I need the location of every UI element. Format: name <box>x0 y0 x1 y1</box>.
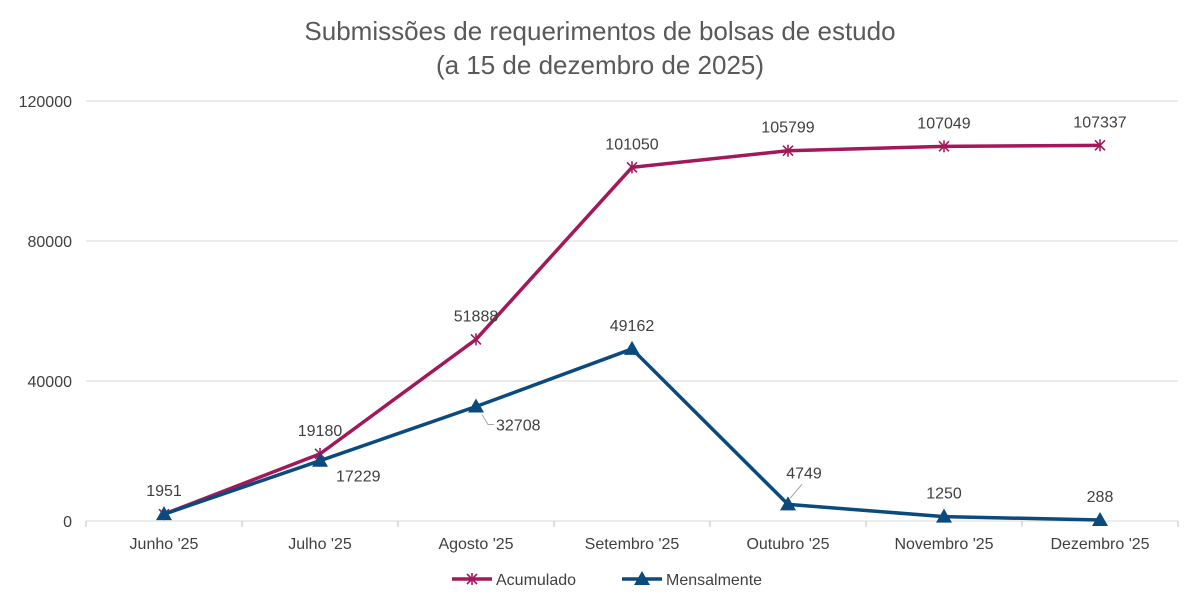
data-point-mensalmente <box>936 508 952 523</box>
data-point-acumulado <box>626 161 638 174</box>
data-label-acumulado: 101050 <box>605 136 658 153</box>
legend-label: Mensalmente <box>666 572 762 589</box>
y-tick-label: 0 <box>63 514 72 531</box>
leader-line <box>481 414 494 426</box>
gridlines <box>86 100 1178 522</box>
x-axis: Junho '25 Julho '25 Agosto '25 Setembro '25… <box>85 521 1179 553</box>
y-tick-label: 40000 <box>28 374 73 391</box>
x-tick-label: Novembro '25 <box>894 536 993 553</box>
x-tick-label: Julho '25 <box>288 536 352 553</box>
data-label-acumulado: 51888 <box>454 308 499 325</box>
leader-line <box>789 484 803 499</box>
legend-item-acumulado: Acumulado <box>452 572 576 589</box>
y-tick-label: 80000 <box>28 234 73 251</box>
x-tick-label: Outubro '25 <box>746 536 829 553</box>
legend-item-mensalmente: Mensalmente <box>622 571 762 589</box>
y-axis: 0 40000 80000 120000 <box>19 94 72 531</box>
chart-subtitle: (a 15 de dezembro de 2025) <box>436 50 764 80</box>
x-tick-label: Junho '25 <box>130 536 199 553</box>
legend-marker <box>466 573 478 585</box>
series-group <box>156 139 1108 526</box>
x-tick-label: Setembro '25 <box>585 536 680 553</box>
data-point-acumulado <box>938 140 950 153</box>
data-label-mensalmente: 49162 <box>610 318 655 335</box>
data-label-mensalmente: 17229 <box>336 469 381 486</box>
data-label-acumulado: 105799 <box>761 120 814 137</box>
data-label-acumulado: 107337 <box>1073 114 1126 131</box>
data-point-mensalmente <box>312 452 328 467</box>
chart-title: Submissões de requerimentos de bolsas de… <box>304 16 895 46</box>
data-point-mensalmente <box>624 340 640 355</box>
data-label-mensalmente: 4749 <box>786 465 822 482</box>
data-label-mensalmente: 32708 <box>496 418 541 435</box>
data-label-acumulado: 19180 <box>298 423 343 440</box>
data-point-mensalmente <box>1092 511 1108 526</box>
x-tick-label: Dezembro '25 <box>1050 536 1149 553</box>
legend-marker <box>634 571 650 585</box>
data-point-acumulado <box>782 144 794 157</box>
data-label-mensalmente: 1250 <box>926 486 962 503</box>
legend-label: Acumulado <box>496 572 576 589</box>
data-labels: 1951 19180 51888 101050 105799 107049 107337 17… <box>146 114 1127 506</box>
data-point-mensalmente <box>468 398 484 413</box>
data-label-acumulado: 107049 <box>917 115 970 132</box>
data-point-mensalmente <box>780 496 796 511</box>
y-tick-label: 120000 <box>19 94 72 111</box>
data-point-acumulado <box>470 333 482 346</box>
data-point-acumulado <box>1094 139 1106 152</box>
data-point-mensalmente <box>156 506 172 521</box>
x-tick-label: Agosto '25 <box>438 536 513 553</box>
data-label-acumulado: 1951 <box>146 483 182 500</box>
data-label-mensalmente: 288 <box>1087 489 1114 506</box>
legend: Acumulado Mensalmente <box>452 571 762 589</box>
